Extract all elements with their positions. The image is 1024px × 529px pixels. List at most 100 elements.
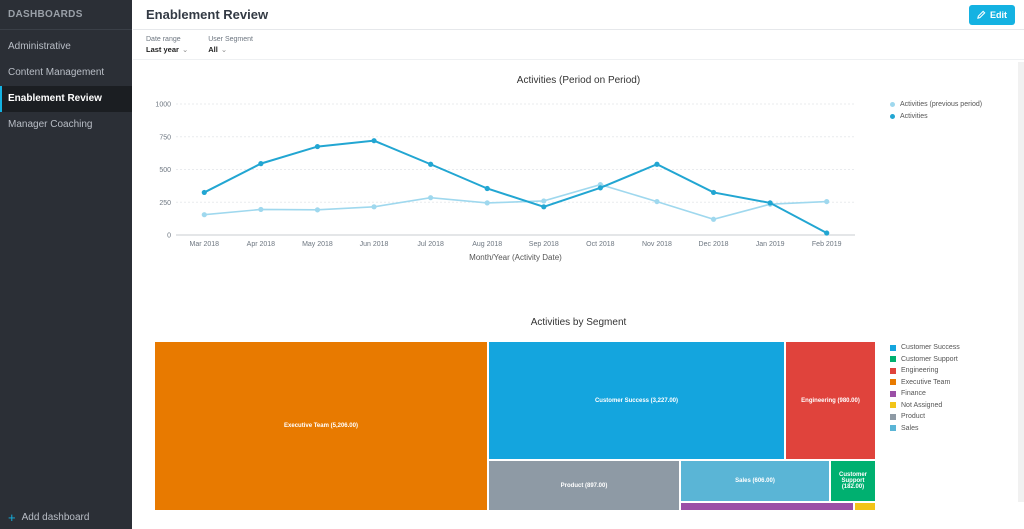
y-tick-label: 500 [159, 167, 171, 174]
legend-square-icon [890, 356, 896, 363]
sidebar-item-content-management[interactable]: Content Management [8, 67, 105, 78]
page-title: Enablement Review [146, 7, 269, 22]
data-point [710, 189, 717, 196]
x-tick-label: Feb 2019 [812, 241, 842, 248]
data-point [314, 207, 321, 213]
legend-dot-icon [890, 102, 895, 108]
x-axis-label: Month/Year (Activity Date) [469, 253, 562, 262]
add-dashboard-button[interactable]: + Add dashboard [8, 509, 90, 525]
data-point [541, 204, 547, 210]
treemap-cell-product[interactable]: Product (897.00) [488, 460, 680, 511]
sidebar-item-enablement-review[interactable]: Enablement Review [0, 86, 132, 112]
sidebar-item-administrative[interactable]: Administrative [8, 41, 71, 52]
data-point [371, 138, 377, 144]
legend-item[interactable]: Engineering [890, 365, 960, 377]
treemap-chart: Executive Team (5,206.00) Customer Succe… [154, 341, 876, 511]
data-point [428, 161, 434, 167]
filter-value-wrap: Last year ⌄ [146, 45, 188, 54]
data-point [597, 185, 603, 191]
filter-label: User Segment [208, 36, 253, 43]
legend-item[interactable]: Customer Support [890, 354, 960, 366]
legend-label: Customer Support [901, 355, 958, 363]
treemap-cell-finance[interactable] [680, 502, 854, 511]
legend-square-icon [890, 390, 896, 397]
data-point [541, 198, 547, 204]
treemap-title: Activities by Segment [530, 317, 627, 328]
filter-user-segment[interactable]: User Segment All ⌄ [208, 36, 253, 59]
legend-label: Activities (previous period) [900, 101, 983, 109]
legend-item[interactable]: Sales [890, 423, 960, 435]
data-point [258, 161, 264, 167]
legend-label: Executive Team [901, 378, 951, 386]
x-tick-label: Dec 2018 [699, 241, 729, 248]
filter-date-range[interactable]: Date range Last year ⌄ [146, 36, 188, 59]
series-line [203, 139, 828, 234]
legend-square-icon [890, 402, 896, 409]
treemap-cell-customer-support[interactable]: Customer Support (182.00) [830, 460, 876, 502]
legend-item[interactable]: Finance [890, 388, 960, 400]
legend-square-icon [890, 344, 896, 351]
legend-square-icon [890, 425, 896, 432]
legend-square-icon [890, 379, 896, 386]
x-tick-label: Aug 2018 [472, 241, 502, 248]
x-tick-label: Sep 2018 [529, 241, 559, 248]
legend-label: Product [901, 413, 926, 421]
x-tick-label: Mar 2018 [190, 241, 220, 248]
legend-item[interactable]: Product [890, 411, 960, 423]
legend-dot-icon [890, 113, 895, 119]
sidebar-item-manager-coaching[interactable]: Manager Coaching [8, 119, 93, 130]
legend-item[interactable]: Executive Team [890, 377, 960, 389]
data-point [428, 195, 434, 201]
x-tick-label: Jan 2019 [756, 241, 785, 248]
edit-button[interactable]: Edit [969, 4, 1015, 25]
legend-item[interactable]: Not Assigned [890, 400, 960, 412]
sidebar-list: Administrative Content Management Enable… [0, 34, 132, 138]
treemap-cell-sales[interactable]: Sales (606.00) [680, 460, 830, 502]
data-point [654, 198, 660, 205]
line-chart-legend: Activities (previous period) Activities [890, 99, 982, 122]
scrollbar[interactable] [1018, 62, 1024, 502]
data-point [258, 206, 264, 213]
filter-value: All [208, 45, 218, 54]
data-point [314, 143, 321, 150]
filter-value-wrap: All ⌄ [208, 45, 253, 54]
sidebar-header: DASHBOARDS [0, 0, 132, 30]
x-tick-label: Oct 2018 [586, 241, 615, 248]
y-tick-label: 0 [167, 233, 171, 240]
line-chart-title: Activities (Period on Period) [516, 75, 641, 86]
legend-item[interactable]: Activities [890, 111, 982, 123]
x-tick-label: Apr 2018 [247, 241, 276, 248]
plus-icon: + [8, 509, 16, 525]
line-chart: 0 250 500 750 1000 Mar 2018 Apr 2018 May 2018 Ju… [155, 102, 855, 262]
legend-label: Customer Success [901, 344, 960, 352]
data-point [484, 185, 490, 192]
legend-square-icon [890, 413, 896, 420]
treemap-cell-engineering[interactable]: Engineering (980.00) [785, 341, 876, 460]
data-point [710, 216, 717, 222]
filter-label: Date range [146, 36, 181, 43]
legend-square-icon [890, 367, 896, 374]
data-point [654, 161, 660, 167]
data-point [767, 200, 773, 206]
data-point [484, 200, 490, 206]
data-point [201, 212, 207, 218]
legend-label: Sales [901, 424, 919, 432]
legend-label: Not Assigned [901, 401, 943, 409]
add-dashboard-label: Add dashboard [21, 512, 90, 523]
main-content: Enablement Review Edit Date range Last y… [133, 0, 1024, 529]
data-point [824, 198, 830, 205]
data-point [824, 230, 830, 236]
x-tick-label: Nov 2018 [642, 241, 672, 248]
treemap-cell-not-assigned[interactable] [854, 502, 876, 511]
y-tick-label: 250 [159, 200, 171, 207]
x-tick-label: May 2018 [302, 241, 333, 248]
filter-bar: Date range Last year ⌄ User Segment All ⌄ [133, 30, 1024, 60]
y-tick-label: 1000 [155, 102, 171, 109]
filter-value: Last year [146, 45, 179, 54]
legend-item[interactable]: Activities (previous period) [890, 99, 982, 111]
data-point [201, 189, 207, 196]
treemap-cell-customer-success[interactable]: Customer Success (3,227.00) [488, 341, 785, 460]
treemap-cell-executive-team[interactable]: Executive Team (5,206.00) [154, 341, 488, 511]
legend-item[interactable]: Customer Success [890, 342, 960, 354]
